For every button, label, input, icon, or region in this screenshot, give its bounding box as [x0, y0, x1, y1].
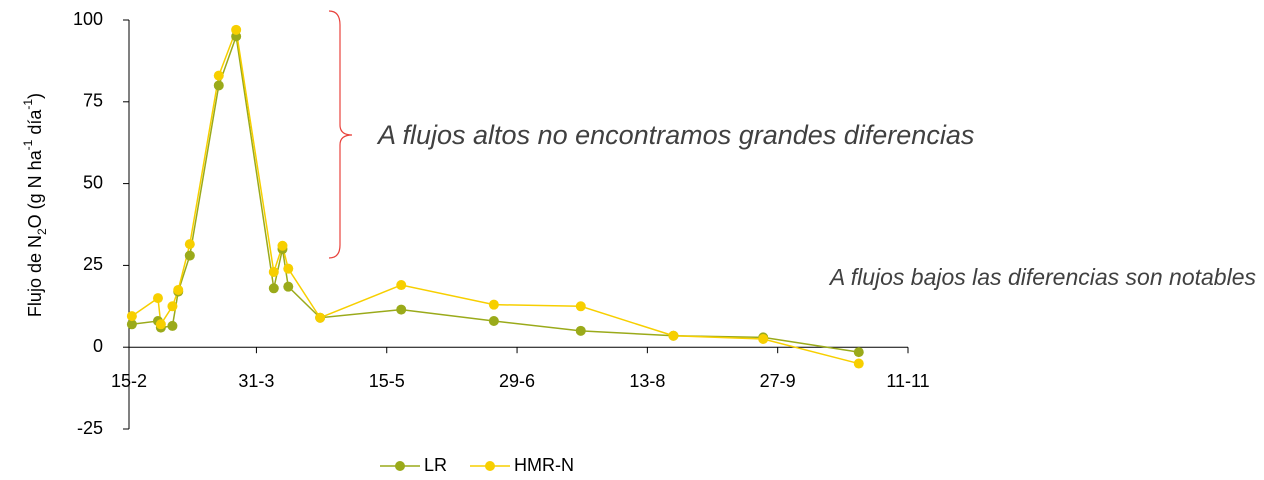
x-tick-label: 29-6 [499, 371, 535, 391]
point [155, 319, 166, 330]
point [231, 24, 242, 35]
point [575, 301, 586, 312]
point [488, 316, 499, 327]
y-axis-label-part: -1 [21, 99, 35, 110]
point [283, 263, 294, 274]
point [277, 240, 288, 251]
point [283, 281, 294, 292]
y-tick-label: 25 [83, 254, 103, 274]
y-axis-label-part: O (g N ha [25, 149, 45, 228]
point [167, 301, 178, 312]
y-axis-label-part: 2 [35, 228, 49, 235]
legend-marker [395, 461, 405, 471]
point [173, 284, 184, 295]
point [213, 80, 224, 91]
point [184, 239, 195, 250]
point [853, 347, 864, 358]
y-axis-label-part: -1 [21, 139, 35, 150]
x-tick-label: 11-11 [886, 371, 929, 391]
y-tick-label: 100 [73, 9, 103, 29]
point [213, 70, 224, 81]
y-tick-label: 0 [93, 336, 103, 356]
annotation: A flujos bajos las diferencias son notab… [828, 264, 1257, 290]
y-axis-label-part: Flujo de N [25, 235, 45, 317]
point [184, 250, 195, 261]
point [315, 312, 326, 323]
point [152, 293, 163, 304]
x-tick-label: 15-2 [111, 371, 147, 391]
annotation: A flujos altos no encontramos grandes di… [376, 120, 974, 150]
x-tick-label: 27-9 [760, 371, 796, 391]
point [488, 299, 499, 310]
x-tick-label: 13-8 [629, 371, 665, 391]
point [668, 330, 679, 341]
point [396, 280, 407, 291]
point [268, 283, 279, 294]
series-line [131, 26, 859, 365]
y-axis-label-part: día [25, 109, 45, 140]
x-tick-label: 31-3 [238, 371, 274, 391]
legend-label: HMR-N [514, 455, 574, 475]
y-tick-label: -25 [77, 418, 103, 438]
y-tick-label: 50 [83, 172, 103, 192]
legend-label: LR [424, 455, 447, 475]
point [268, 266, 279, 277]
legend-marker [485, 461, 495, 471]
point [853, 358, 864, 369]
y-axis-label: Flujo de N2O (g N ha-1 día-1) [21, 93, 49, 317]
point [167, 320, 178, 331]
point [396, 304, 407, 315]
point [126, 311, 137, 322]
y-tick-label: 75 [83, 91, 103, 111]
point [126, 319, 137, 330]
point [758, 334, 769, 345]
point [575, 325, 586, 336]
x-tick-label: 15-5 [369, 371, 405, 391]
y-axis-label-part: ) [25, 93, 45, 99]
bracket [328, 10, 353, 259]
